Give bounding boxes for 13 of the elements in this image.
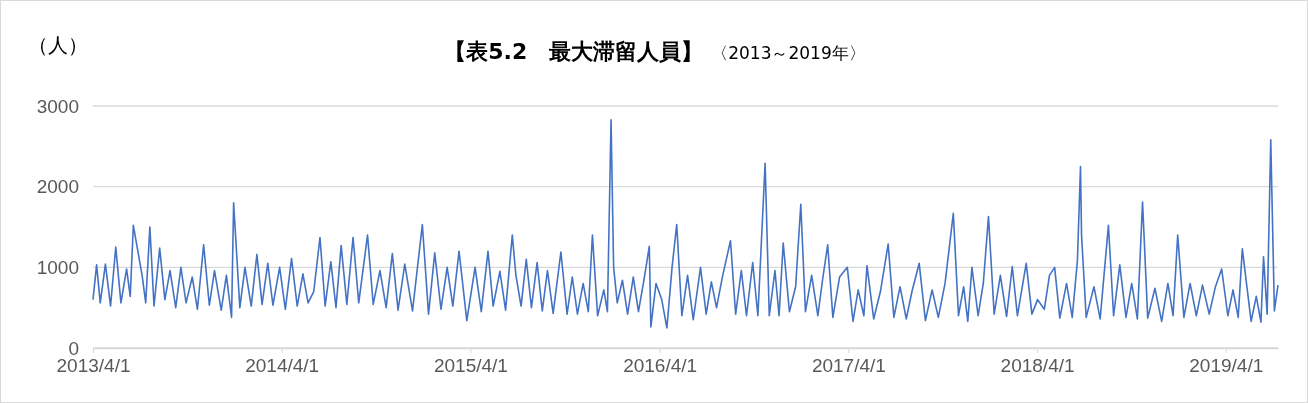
x-tick-label: 2015/4/1 — [433, 355, 508, 377]
x-tick-label: 2018/4/1 — [1000, 355, 1075, 377]
chart-title: 【表5.2 最大滞留人員】 — [444, 39, 704, 64]
chart-subtitle: 〈2013～2019年〉 — [711, 43, 866, 63]
x-tick-label: 2016/4/1 — [623, 355, 698, 377]
y-tick-label: 1000 — [36, 256, 79, 278]
y-tick-label: 2000 — [36, 176, 79, 198]
y-tick-label: 3000 — [36, 95, 79, 117]
line-series — [92, 118, 1279, 329]
x-tick-label: 2017/4/1 — [811, 355, 886, 377]
x-tick-label: 2014/4/1 — [245, 355, 320, 377]
y-axis-title: （人） — [28, 33, 88, 57]
x-tick-label: 2019/4/1 — [1189, 355, 1264, 377]
